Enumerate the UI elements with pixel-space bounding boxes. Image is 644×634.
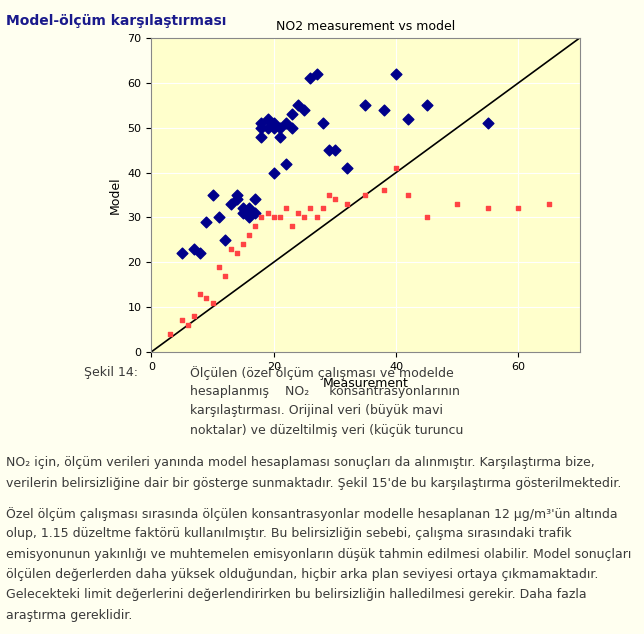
Point <box>403 113 413 124</box>
Point <box>238 239 249 249</box>
Point <box>281 118 291 128</box>
Text: Şekil 14:: Şekil 14: <box>84 366 138 380</box>
Point <box>176 316 187 326</box>
Point <box>213 212 224 223</box>
Point <box>232 248 242 258</box>
Point <box>299 212 309 223</box>
Point <box>238 208 249 218</box>
Point <box>281 204 291 214</box>
Point <box>269 118 279 128</box>
Point <box>311 69 321 79</box>
Point <box>256 132 267 142</box>
Point <box>317 204 328 214</box>
Point <box>263 122 273 133</box>
Point <box>544 199 554 209</box>
Point <box>220 271 230 281</box>
Point <box>232 190 242 200</box>
Point <box>287 109 297 119</box>
Point <box>421 212 431 223</box>
Point <box>323 145 334 155</box>
Point <box>165 329 175 339</box>
Point <box>244 230 254 240</box>
Text: Ölçülen (özel ölçüm çalışması ve modelde: Ölçülen (özel ölçüm çalışması ve modelde <box>190 366 454 380</box>
Point <box>183 320 193 330</box>
Point <box>244 204 254 214</box>
Point <box>311 212 321 223</box>
Point <box>342 163 352 173</box>
Text: ölçülen değerlerden daha yüksek olduğundan, hiçbir arka plan seviyesi ortaya çık: ölçülen değerlerden daha yüksek olduğund… <box>6 568 599 581</box>
Point <box>360 100 370 110</box>
Point <box>391 163 401 173</box>
Point <box>305 74 316 84</box>
Point <box>189 311 200 321</box>
Point <box>323 190 334 200</box>
Text: emisyonunun yakınlığı ve muhtemelen emisyonların düşük tahmin edilmesi olabilir.: emisyonunun yakınlığı ve muhtemelen emis… <box>6 548 632 561</box>
Point <box>269 167 279 178</box>
Point <box>201 293 211 303</box>
Text: verilerin belirsizliğine dair bir gösterge sunmaktadır. Şekil 15'de bu karşılaşt: verilerin belirsizliğine dair bir göster… <box>6 477 622 490</box>
Point <box>293 100 303 110</box>
Point <box>274 132 285 142</box>
Point <box>513 204 524 214</box>
Text: hesaplanmış    NO₂     konsantrasyonlarının: hesaplanmış NO₂ konsantrasyonlarının <box>190 385 460 399</box>
Point <box>244 212 254 223</box>
Point <box>220 235 230 245</box>
Point <box>274 122 285 133</box>
Point <box>189 243 200 254</box>
Point <box>256 212 267 223</box>
Point <box>482 204 493 214</box>
Text: olup, 1.15 düzeltme faktörü kullanılmıştır. Bu belirsizliğin sebebi, çalışma sır: olup, 1.15 düzeltme faktörü kullanılmışt… <box>6 527 572 541</box>
Y-axis label: Model: Model <box>109 176 122 214</box>
Point <box>330 145 340 155</box>
Point <box>201 217 211 227</box>
Title: NO2 measurement vs model: NO2 measurement vs model <box>276 20 455 33</box>
Point <box>250 208 260 218</box>
Text: noktalar) ve düzeltilmiş veri (küçük turuncu: noktalar) ve düzeltilmiş veri (küçük tur… <box>190 424 463 437</box>
Point <box>287 221 297 231</box>
Point <box>379 185 389 195</box>
Text: NO₂ için, ölçüm verileri yanında model hesaplaması sonuçları da alınmıştır. Karş: NO₂ için, ölçüm verileri yanında model h… <box>6 456 595 470</box>
Point <box>256 118 267 128</box>
Text: araştırma gereklidir.: araştırma gereklidir. <box>6 609 133 622</box>
Point <box>250 195 260 205</box>
Point <box>379 105 389 115</box>
Point <box>256 122 267 133</box>
X-axis label: Measurement: Measurement <box>323 377 408 390</box>
Point <box>360 190 370 200</box>
Point <box>176 248 187 258</box>
Point <box>207 297 218 307</box>
Point <box>250 221 260 231</box>
Point <box>287 122 297 133</box>
Point <box>403 190 413 200</box>
Point <box>305 204 316 214</box>
Point <box>225 243 236 254</box>
Point <box>281 158 291 169</box>
Point <box>225 199 236 209</box>
Point <box>482 118 493 128</box>
Point <box>232 195 242 205</box>
Point <box>317 118 328 128</box>
Point <box>293 208 303 218</box>
Point <box>195 248 205 258</box>
Point <box>263 208 273 218</box>
Point <box>391 69 401 79</box>
Point <box>421 100 431 110</box>
Point <box>213 262 224 272</box>
Text: Model-ölçüm karşılaştırması: Model-ölçüm karşılaştırması <box>6 14 227 28</box>
Point <box>452 199 462 209</box>
Text: Özel ölçüm çalışması sırasında ölçülen konsantrasyonlar modelle hesaplanan 12 μg: Özel ölçüm çalışması sırasında ölçülen k… <box>6 507 618 521</box>
Text: Gelecekteki limit değerlerini değerlendirirken bu belirsizliğin halledilmesi ger: Gelecekteki limit değerlerini değerlendi… <box>6 588 587 602</box>
Point <box>342 199 352 209</box>
Point <box>330 195 340 205</box>
Text: karşılaştırması. Orijinal veri (büyük mavi: karşılaştırması. Orijinal veri (büyük ma… <box>190 404 443 418</box>
Point <box>269 122 279 133</box>
Point <box>207 190 218 200</box>
Point <box>263 113 273 124</box>
Point <box>299 105 309 115</box>
Point <box>238 204 249 214</box>
Point <box>274 212 285 223</box>
Point <box>269 212 279 223</box>
Point <box>195 288 205 299</box>
